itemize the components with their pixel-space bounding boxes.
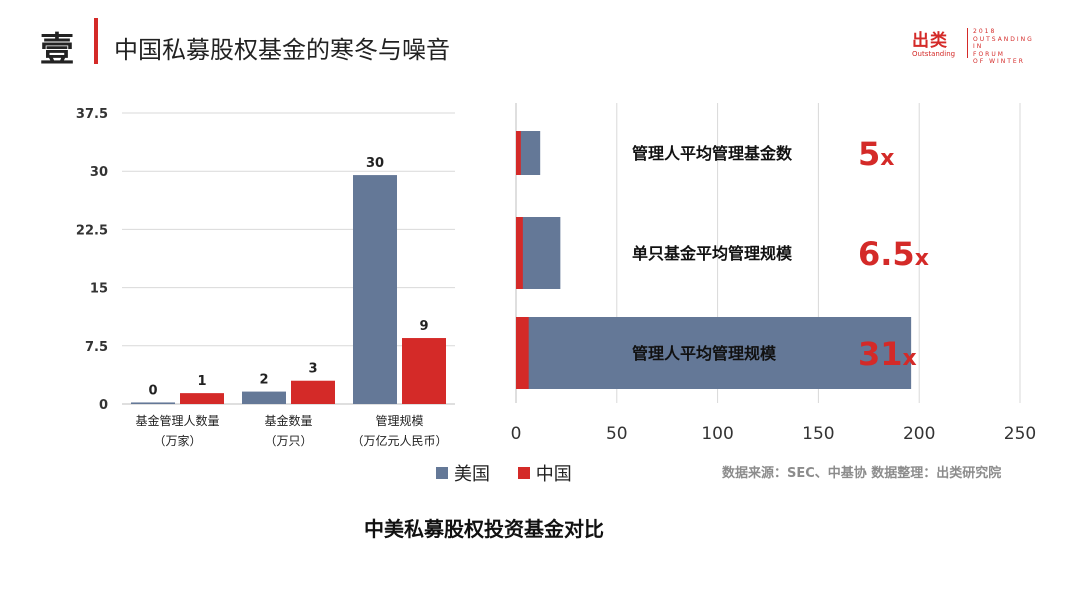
- legend-item-cn: 中国: [517, 460, 572, 486]
- x-tick-label-2: 100: [701, 424, 733, 444]
- y-tick-label-0: 0: [99, 398, 108, 413]
- x-tick-label-3: 150: [802, 424, 834, 444]
- category-label-1: 单只基金平均管理规模: [632, 244, 793, 263]
- x-tick-label-2-0: 管理规模: [375, 413, 423, 428]
- ratio-number-1: 6.5: [858, 235, 915, 273]
- ratio-number-0: 5: [858, 135, 880, 173]
- legend-item-us: 美国: [436, 460, 490, 486]
- x-tick-label-1-0: 基金数量: [264, 413, 312, 428]
- bar-cn-1: [291, 380, 335, 404]
- hbar-us-2: [516, 317, 912, 389]
- x-tick-label-2-1: （万亿元人民币）: [351, 433, 447, 448]
- legend-label-cn: 中国: [535, 464, 572, 485]
- data-source-note: 数据来源：SEC、中基协 数据整理：出类研究院: [722, 466, 1002, 481]
- ratio-label-2: 31x: [858, 335, 917, 373]
- x-tick-label-1: 50: [606, 424, 628, 444]
- data-label-cn-2: 9: [419, 319, 428, 334]
- y-tick-label-2: 15: [90, 282, 108, 297]
- bar-cn-0: [180, 393, 224, 404]
- ratio-label-1: 6.5x: [858, 235, 929, 273]
- x-tick-label-4: 200: [903, 424, 935, 444]
- ratio-suffix-2: x: [903, 346, 917, 371]
- x-tick-label-0-0: 基金管理人数量: [135, 413, 219, 428]
- logo-forum-text: 2018 OUTSANDING IN FORUM OF WINTER: [973, 28, 1034, 65]
- logo-cn-text: 出类: [912, 31, 948, 51]
- hbar-cn-1: [516, 217, 523, 289]
- y-tick-label-4: 30: [90, 165, 108, 180]
- x-tick-label-5: 250: [1004, 424, 1036, 444]
- legend-label-us: 美国: [454, 464, 490, 485]
- y-tick-label-1: 7.5: [85, 340, 108, 355]
- legend-swatch-us: [436, 467, 448, 479]
- logo-separator: [967, 28, 968, 58]
- logo-en-text: Outstanding: [912, 50, 956, 58]
- ratio-suffix-1: x: [915, 246, 929, 271]
- hbar-cn-2: [516, 317, 529, 389]
- x-tick-label-0: 0: [511, 424, 522, 444]
- data-label-us-0: 0: [148, 383, 157, 398]
- chart-legend: 美国 中国: [436, 460, 594, 486]
- ratio-label-0: 5x: [858, 135, 894, 173]
- header: 壹 中国私募股权基金的寒冬与噪音 出类 Outstanding 2018 OUT…: [0, 0, 1080, 80]
- data-label-cn-1: 3: [308, 362, 317, 377]
- hbar-us-1: [516, 217, 561, 289]
- legend-swatch-cn: [517, 467, 530, 479]
- y-tick-label-5: 37.5: [76, 107, 108, 122]
- section-number: 壹: [40, 30, 74, 70]
- bar-cn-2: [402, 338, 446, 404]
- bar-us-0: [131, 402, 175, 404]
- data-label-cn-0: 1: [197, 374, 206, 389]
- data-label-us-2: 30: [366, 156, 384, 171]
- title-divider: [94, 18, 98, 64]
- ratio-number-2: 31: [858, 335, 903, 373]
- hbar-cn-0: [516, 131, 521, 175]
- x-tick-label-1-1: （万只）: [264, 434, 312, 448]
- grouped-bar-chart: 0 7.5 15 22.5 30 37.5 0 1 基金管理人数量 （万家） 2 3 基金数量 （万只） 3…: [76, 107, 455, 448]
- category-label-2: 管理人平均管理规模: [632, 344, 777, 363]
- brand-logo: 出类 Outstanding 2018 OUTSANDING IN FORUM …: [910, 24, 1070, 65]
- chart-caption: 中美私募股权投资基金对比: [364, 517, 604, 541]
- y-tick-label-3: 22.5: [76, 223, 108, 238]
- data-label-us-1: 2: [259, 373, 268, 388]
- bar-us-2: [353, 175, 397, 404]
- bar-us-1: [242, 391, 286, 404]
- page-title: 中国私募股权基金的寒冬与噪音: [114, 36, 450, 64]
- x-tick-label-0-1: （万家）: [153, 433, 201, 448]
- category-label-0: 管理人平均管理基金数: [632, 144, 793, 163]
- ratio-suffix-0: x: [880, 146, 894, 171]
